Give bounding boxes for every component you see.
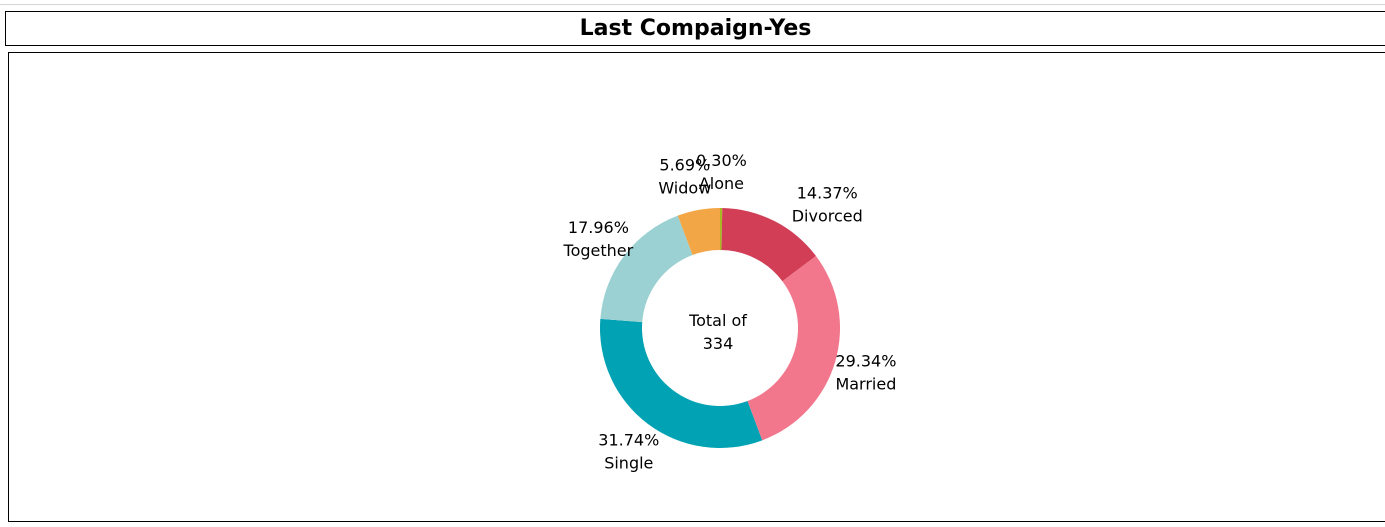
slice-label-widow: 5.69% Widow bbox=[658, 155, 711, 197]
slice-percent-single: 31.74% bbox=[598, 431, 659, 450]
slice-category-together: Together bbox=[563, 241, 634, 260]
slice-widow[interactable] bbox=[677, 208, 720, 255]
slice-category-widow: Widow bbox=[658, 178, 711, 197]
slice-single[interactable] bbox=[600, 318, 763, 448]
center-label: Total of bbox=[688, 311, 747, 330]
chart-title: Last Compaign-Yes bbox=[579, 16, 812, 41]
slice-percent-divorced: 14.37% bbox=[797, 184, 858, 203]
slice-percent-alone: 0.30% bbox=[696, 151, 747, 170]
slice-label-together: 17.96% Together bbox=[563, 218, 634, 260]
slice-label-single: 31.74% Single bbox=[598, 431, 659, 473]
slice-category-married: Married bbox=[835, 375, 896, 394]
slice-percent-married: 29.34% bbox=[835, 352, 896, 371]
slice-category-alone: Alone bbox=[699, 174, 744, 193]
slice-percent-widow: 5.69% bbox=[659, 155, 710, 174]
slice-label-married: 29.34% Married bbox=[835, 352, 896, 394]
title-panel: Last Compaign-Yes bbox=[5, 11, 1385, 46]
slice-percent-together: 17.96% bbox=[568, 218, 629, 237]
slice-category-single: Single bbox=[604, 454, 653, 473]
slice-alone[interactable] bbox=[720, 208, 723, 251]
slice-label-alone: 0.30% Alone bbox=[696, 151, 747, 193]
slice-category-divorced: Divorced bbox=[792, 207, 863, 226]
slice-label-divorced: 14.37% Divorced bbox=[792, 184, 863, 226]
slice-divorced[interactable] bbox=[721, 208, 817, 282]
slice-married[interactable] bbox=[747, 256, 841, 441]
slice-together[interactable] bbox=[600, 215, 693, 323]
donut-chart: 0.30% Alone 14.37% Divorced 29.34% Married 31.… bbox=[563, 151, 897, 473]
chart-panel: 0.30% Alone 14.37% Divorced 29.34% Married 31.… bbox=[8, 52, 1385, 522]
top-divider bbox=[0, 4, 1385, 5]
center-total: 334 bbox=[703, 334, 734, 353]
